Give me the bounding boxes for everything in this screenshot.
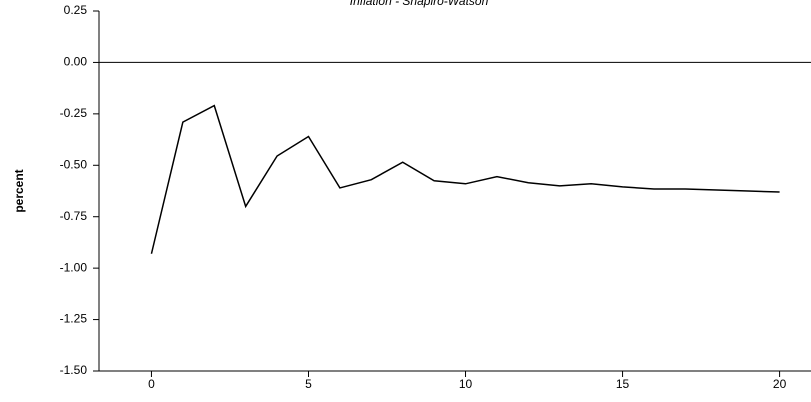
y-tick-label: -1.00	[60, 260, 88, 274]
y-tick-label: -0.75	[60, 209, 88, 223]
x-tick-label: 5	[305, 377, 312, 391]
y-axis-label: percent	[12, 169, 26, 212]
line-series	[150, 104, 780, 254]
y-tick-label: 0.00	[64, 55, 88, 69]
y-tick-label: -1.25	[60, 312, 88, 326]
x-tick-label: 0	[148, 377, 155, 391]
y-tick-label: -0.50	[60, 157, 88, 171]
x-tick-label: 15	[616, 377, 630, 391]
y-tick-label: 0.25	[64, 3, 88, 17]
x-tick-label: 10	[459, 377, 473, 391]
y-tick-label: -0.25	[60, 106, 88, 120]
y-tick-label: -1.50	[60, 363, 88, 377]
x-tick-label: 20	[773, 377, 787, 391]
chart-title: Inflation - Shapiro-Watson	[350, 0, 489, 8]
